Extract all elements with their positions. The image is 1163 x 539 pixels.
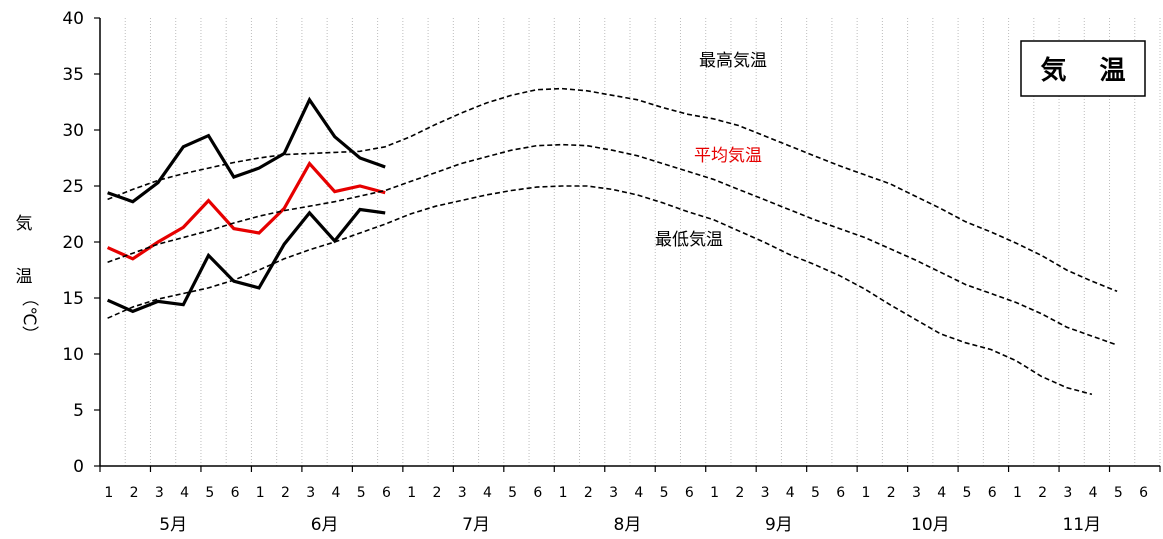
x-tick-label: 1 — [1013, 485, 1022, 501]
x-tick-label: 3 — [1063, 485, 1072, 501]
annotation-mean-temp: 平均気温 — [694, 146, 762, 166]
x-month-label: 10月 — [911, 515, 950, 535]
x-tick-label: 3 — [761, 485, 770, 501]
x-tick-label: 3 — [155, 485, 164, 501]
series-line-3 — [107, 87, 1118, 293]
series-line-0 — [107, 96, 386, 204]
x-tick-label: 3 — [609, 485, 618, 501]
series-line-1 — [106, 160, 386, 261]
y-tick-label: 15 — [62, 289, 84, 309]
x-tick-label: 3 — [912, 485, 921, 501]
title-box-text: 気 温 — [1040, 55, 1137, 86]
x-tick-label: 5 — [660, 485, 669, 501]
x-tick-label: 1 — [104, 485, 113, 501]
x-tick-label: 1 — [407, 485, 416, 501]
x-tick-label: 2 — [432, 485, 441, 501]
x-axis-month-labels: 5月 6月 7月 8月 9月 10月 11月 — [159, 515, 1101, 535]
x-tick-label: 5 — [1114, 485, 1123, 501]
y-tick-label: 10 — [62, 345, 84, 365]
x-tick-label: 6 — [685, 485, 694, 501]
y-tick-label: 30 — [62, 121, 84, 141]
x-tick-label: 1 — [862, 485, 871, 501]
x-tick-label: 5 — [508, 485, 517, 501]
x-tick-label: 6 — [836, 485, 845, 501]
x-month-label: 5月 — [159, 515, 187, 535]
series-line-4 — [107, 143, 1118, 346]
y-axis-label-unit: （℃） — [19, 289, 39, 342]
x-month-label: 8月 — [614, 515, 642, 535]
y-tick-label: 20 — [62, 233, 84, 253]
x-tick-label: 4 — [1089, 485, 1098, 501]
x-tick-label: 5 — [811, 485, 820, 501]
x-tick-label: 2 — [887, 485, 896, 501]
x-tick-label: 1 — [559, 485, 568, 501]
x-tick-label: 1 — [710, 485, 719, 501]
y-tick-label: 40 — [62, 9, 84, 29]
x-tick-label: 6 — [1139, 485, 1148, 501]
x-tick-label: 1 — [256, 485, 265, 501]
x-tick-label: 2 — [735, 485, 744, 501]
x-tick-label: 5 — [205, 485, 214, 501]
x-tick-label: 4 — [634, 485, 643, 501]
grid-lines — [124, 18, 1161, 466]
x-tick-label: 6 — [231, 485, 240, 501]
x-tick-label: 2 — [584, 485, 593, 501]
annotation-max-temp: 最高気温 — [699, 51, 767, 71]
x-month-label: 6月 — [311, 515, 339, 535]
y-axis-label: 気 温 （℃） — [16, 214, 40, 343]
x-tick-label: 5 — [962, 485, 971, 501]
x-tick-label: 4 — [332, 485, 341, 501]
x-tick-label: 2 — [1038, 485, 1047, 501]
x-tick-label: 3 — [306, 485, 315, 501]
y-tick-label: 35 — [62, 65, 84, 85]
y-tick-label: 0 — [73, 457, 84, 477]
series-line-5 — [107, 185, 1093, 396]
y-tick-label: 5 — [73, 401, 84, 421]
x-tick-label: 4 — [786, 485, 795, 501]
x-tick-label: 6 — [382, 485, 391, 501]
y-axis-ticks: 0 5 10 15 20 25 30 35 40 — [62, 9, 100, 477]
x-tick-label: 4 — [180, 485, 189, 501]
series-line-2 — [106, 207, 386, 314]
x-month-label: 9月 — [765, 515, 793, 535]
x-month-label: 11月 — [1062, 515, 1101, 535]
x-tick-label: 2 — [130, 485, 139, 501]
y-axis-label-ki: 気 — [16, 214, 33, 234]
x-tick-label: 3 — [458, 485, 467, 501]
annotation-min-temp: 最低気温 — [655, 230, 723, 250]
x-month-label: 7月 — [462, 515, 490, 535]
x-tick-label: 4 — [483, 485, 492, 501]
x-tick-label: 4 — [937, 485, 946, 501]
x-tick-label: 2 — [281, 485, 290, 501]
axes — [99, 18, 1160, 467]
y-axis-label-on: 温 — [16, 267, 33, 287]
x-tick-label: 5 — [357, 485, 366, 501]
title-box: 気 温 — [1020, 40, 1146, 97]
title-box-frame — [1020, 40, 1146, 97]
series-lines — [106, 87, 1118, 396]
x-tick-label: 6 — [533, 485, 542, 501]
y-tick-label: 25 — [62, 177, 84, 197]
x-tick-label: 6 — [988, 485, 997, 501]
